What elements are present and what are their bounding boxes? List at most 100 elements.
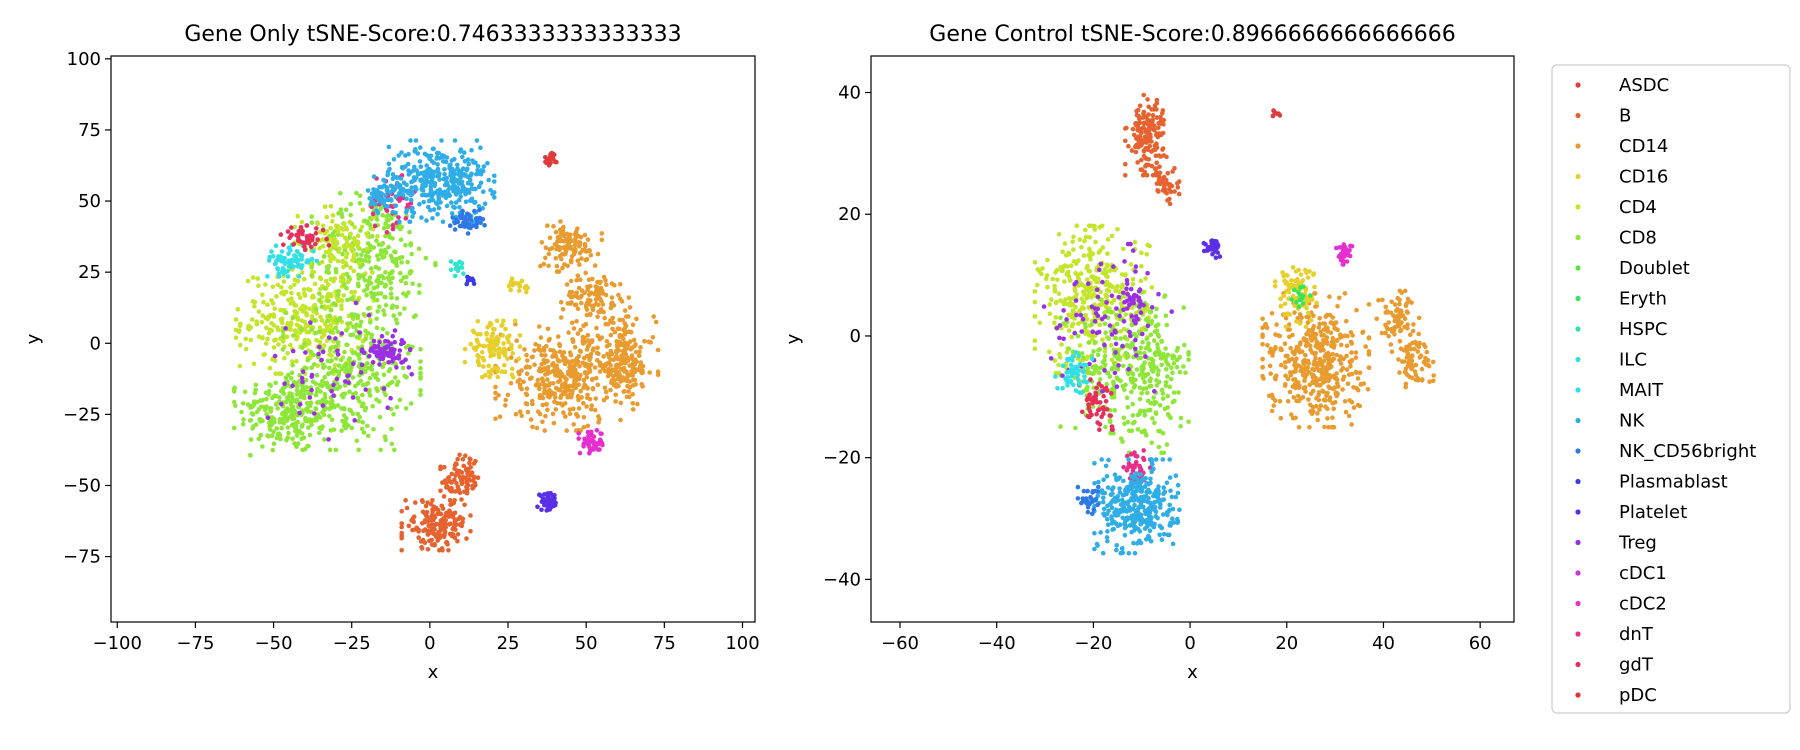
data-point — [1153, 323, 1159, 329]
data-point — [1085, 277, 1090, 282]
data-point — [1131, 475, 1137, 480]
data-point — [327, 447, 333, 453]
data-point — [1140, 497, 1145, 502]
data-point — [1097, 427, 1102, 433]
data-point — [318, 276, 324, 282]
data-point — [1137, 396, 1143, 402]
data-point — [581, 323, 586, 329]
data-point — [584, 347, 590, 352]
data-point — [397, 348, 403, 353]
data-point — [529, 375, 534, 381]
data-point — [1060, 249, 1065, 254]
data-point — [1079, 500, 1084, 506]
data-point — [385, 212, 391, 218]
data-point — [1156, 173, 1162, 179]
data-point — [1124, 484, 1130, 490]
data-point — [340, 258, 346, 264]
data-point — [1113, 341, 1119, 347]
data-point — [471, 160, 476, 165]
data-point — [494, 334, 500, 340]
data-point — [390, 358, 395, 364]
data-point — [573, 374, 578, 380]
data-point — [1145, 242, 1150, 248]
data-point — [513, 411, 519, 417]
data-point — [450, 180, 455, 185]
data-point — [370, 211, 376, 217]
data-point — [1129, 313, 1134, 319]
data-point — [465, 231, 471, 236]
data-point — [299, 219, 305, 225]
data-point — [1089, 356, 1095, 362]
data-point — [459, 497, 464, 502]
data-point — [265, 274, 270, 279]
data-point — [375, 344, 381, 349]
data-point — [1156, 125, 1161, 131]
data-point — [379, 333, 385, 339]
data-point — [399, 530, 405, 536]
data-point — [1064, 317, 1069, 322]
data-point — [328, 401, 334, 407]
data-point — [339, 303, 344, 308]
data-point — [370, 270, 375, 275]
data-point — [581, 414, 587, 420]
data-point — [564, 231, 570, 237]
data-point — [362, 288, 367, 294]
data-point — [1056, 291, 1062, 297]
data-point — [1106, 282, 1111, 288]
data-point — [1164, 442, 1170, 447]
data-point — [285, 351, 290, 356]
data-point — [1041, 304, 1047, 309]
data-point — [300, 240, 306, 245]
data-point — [374, 217, 380, 222]
data-point — [587, 396, 593, 402]
data-point — [1049, 297, 1054, 302]
data-point — [1055, 277, 1060, 283]
data-point — [1104, 300, 1109, 305]
data-point — [372, 343, 377, 349]
data-point — [1120, 546, 1125, 551]
data-point — [334, 381, 340, 386]
data-point — [486, 369, 492, 375]
data-point — [1182, 342, 1187, 348]
data-point — [1140, 331, 1145, 337]
data-point — [384, 187, 390, 192]
data-point — [286, 430, 291, 436]
data-point — [1047, 311, 1053, 317]
data-point — [1211, 244, 1216, 249]
data-point — [298, 306, 303, 312]
data-point — [258, 398, 263, 403]
data-point — [1079, 329, 1084, 334]
data-point — [1165, 170, 1171, 176]
data-point — [406, 365, 412, 370]
data-point — [481, 164, 487, 169]
data-point — [383, 250, 389, 256]
data-point — [1081, 379, 1086, 384]
data-point — [324, 214, 330, 220]
data-point — [637, 349, 642, 355]
data-point — [1095, 352, 1101, 358]
data-point — [1153, 514, 1159, 519]
data-point — [376, 257, 381, 262]
data-point — [546, 251, 552, 257]
data-point — [429, 194, 434, 199]
data-point — [240, 401, 246, 406]
data-point — [421, 182, 427, 188]
data-point — [1105, 538, 1110, 544]
data-point — [362, 278, 368, 283]
data-point — [595, 251, 601, 257]
data-point — [621, 365, 627, 371]
data-point — [267, 406, 272, 411]
data-point — [564, 282, 570, 287]
data-point — [509, 346, 514, 351]
data-point — [553, 255, 559, 261]
data-point — [328, 428, 334, 433]
data-point — [1058, 315, 1063, 321]
data-point — [1123, 126, 1128, 131]
data-point — [1158, 114, 1163, 120]
data-point — [1054, 299, 1059, 305]
gene-only-x-label: x — [428, 662, 439, 683]
data-point — [555, 357, 561, 363]
data-point — [375, 377, 381, 383]
data-point — [630, 401, 636, 406]
data-point — [325, 384, 331, 390]
